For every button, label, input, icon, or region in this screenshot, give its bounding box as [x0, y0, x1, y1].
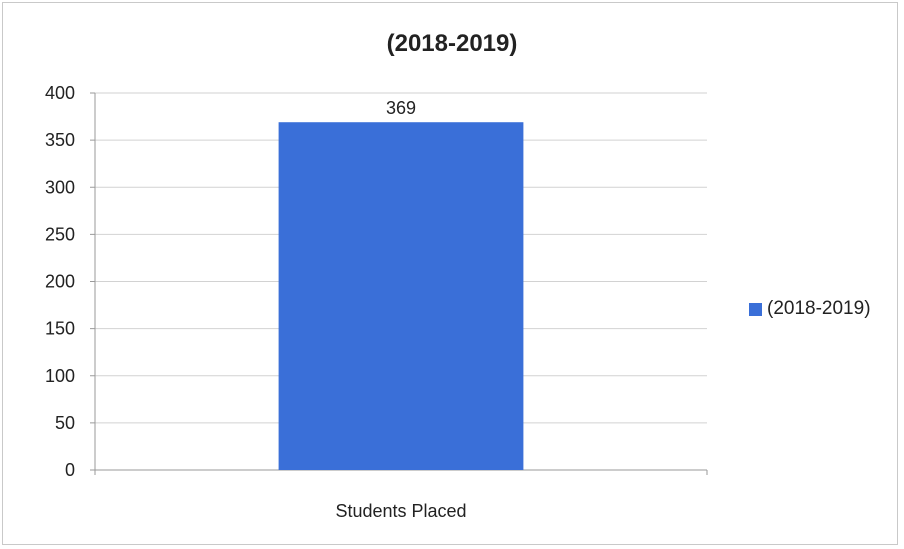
y-tick-label: 50	[55, 413, 75, 433]
y-tick-label: 100	[45, 366, 75, 386]
legend-label: (2018-2019)	[767, 298, 871, 319]
y-tick-label: 400	[45, 83, 75, 103]
y-tick-label: 250	[45, 224, 75, 244]
y-tick-label: 300	[45, 177, 75, 197]
bar	[278, 122, 524, 470]
legend: (2018-2019)	[749, 298, 871, 320]
y-tick-label: 150	[45, 319, 75, 339]
data-label: 369	[386, 98, 416, 118]
y-tick-label: 200	[45, 272, 75, 292]
chart-title: (2018-2019)	[386, 30, 518, 57]
y-tick-label: 0	[65, 460, 75, 480]
x-tick-label: Students Placed	[335, 501, 466, 521]
y-tick-label: 350	[45, 130, 75, 150]
legend-swatch	[749, 302, 762, 316]
